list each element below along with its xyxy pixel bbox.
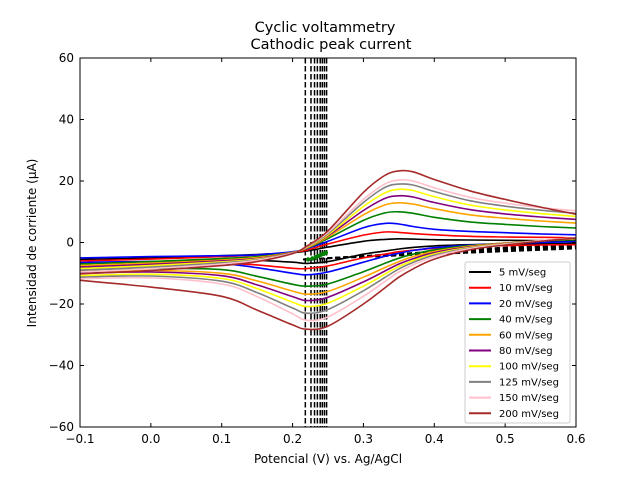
legend-label: 125 mV/seg (499, 377, 559, 388)
x-tick-label: 0.2 (283, 432, 302, 446)
series-forward-line (80, 169, 576, 275)
chart-subtitle: Cathodic peak current (251, 37, 412, 53)
y-tick-label: −40 (49, 359, 74, 373)
legend-label: 80 mV/seg (499, 346, 553, 357)
y-tick-label: 0 (66, 236, 74, 250)
series-forward-line (80, 194, 576, 268)
axes: −0.1 0.0 0.1 0.2 0.3 0.4 0.5 0.6 −60 −40 −20 0 20 40 6… (49, 51, 586, 446)
legend-box (464, 261, 571, 424)
series-reverse-line (80, 237, 576, 331)
peak-point (310, 256, 315, 261)
series-200-mv-seg (80, 169, 576, 331)
legend-label: 10 mV/seg (499, 283, 553, 294)
series-reverse-line (80, 236, 576, 322)
series-forward-line (80, 179, 576, 273)
legend-label: 200 mV/seg (499, 409, 559, 420)
legend-label: 20 mV/seg (499, 299, 553, 310)
x-tick-label: 0.1 (212, 432, 231, 446)
series-forward-line (80, 188, 576, 270)
y-tick-label: −20 (49, 297, 74, 311)
series-forward-line (80, 210, 576, 265)
y-axis-label: Intensidad de corriente (μA) (25, 159, 39, 328)
legend-label: 150 mV/seg (499, 393, 559, 404)
x-tick-label: −0.1 (65, 432, 94, 446)
peak-point (323, 250, 329, 255)
series-150-mv-seg (80, 179, 576, 322)
series-forward-line (80, 201, 576, 267)
legend: 5 mV/seg 10 mV/seg 20 mV/seg 40 mV/seg 60 mV… (464, 261, 571, 424)
x-tick-label: 0.5 (496, 432, 515, 446)
x-tick-label: 0.0 (141, 432, 160, 446)
legend-label: 40 mV/seg (499, 315, 553, 326)
y-tick-label: 40 (59, 113, 74, 127)
chart-title: Cyclic voltammetry (255, 20, 396, 36)
legend-label: 100 mV/seg (499, 362, 559, 373)
x-tick-label: 0.4 (425, 432, 444, 446)
plot-area (80, 58, 576, 427)
x-tick-label: 0.6 (566, 432, 585, 446)
x-axis-label: Potencial (V) vs. Ag/AgCl (254, 452, 402, 466)
legend-label: 5 mV/seg (499, 268, 546, 279)
y-tick-label: −60 (49, 420, 74, 434)
legend-label: 60 mV/seg (499, 330, 553, 341)
y-tick-label: 60 (59, 51, 74, 65)
series-forward-line (80, 222, 576, 259)
x-tick-label: 0.3 (354, 432, 373, 446)
y-tick-label: 20 (59, 174, 74, 188)
peak-point (305, 257, 311, 262)
series-forward-line (80, 183, 576, 271)
